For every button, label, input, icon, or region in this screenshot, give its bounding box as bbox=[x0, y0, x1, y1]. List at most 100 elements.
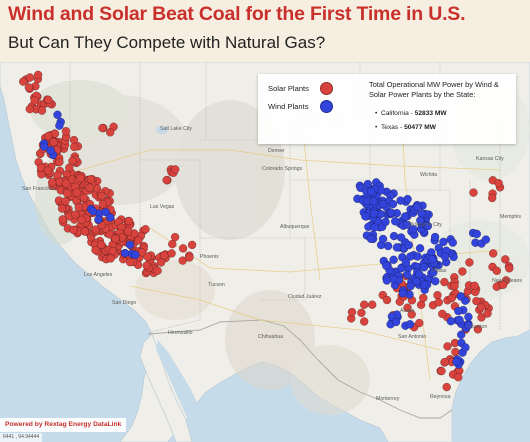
solar-plant-marker[interactable] bbox=[473, 325, 483, 334]
solar-plant-marker[interactable] bbox=[167, 249, 176, 258]
solar-plant-marker[interactable] bbox=[437, 366, 446, 376]
wind-plant-marker[interactable] bbox=[88, 207, 98, 216]
solar-plant-marker[interactable] bbox=[403, 303, 412, 312]
wind-plant-marker[interactable] bbox=[396, 233, 406, 242]
wind-plant-marker[interactable] bbox=[39, 142, 49, 151]
solar-plant-marker[interactable] bbox=[72, 188, 81, 197]
solar-plant-marker[interactable] bbox=[458, 267, 467, 276]
solar-plant-marker[interactable] bbox=[111, 234, 120, 244]
wind-plant-marker[interactable] bbox=[409, 224, 418, 234]
solar-plant-marker[interactable] bbox=[44, 95, 53, 105]
wind-plant-marker[interactable] bbox=[389, 255, 398, 265]
solar-plant-marker[interactable] bbox=[187, 240, 197, 250]
solar-plant-marker[interactable] bbox=[91, 245, 100, 255]
solar-plant-marker[interactable] bbox=[168, 239, 177, 249]
wind-plant-marker[interactable] bbox=[383, 241, 393, 251]
solar-plant-marker[interactable] bbox=[69, 225, 78, 235]
wind-plant-marker[interactable] bbox=[398, 289, 408, 298]
wind-plant-marker[interactable] bbox=[366, 187, 376, 196]
solar-plant-marker[interactable] bbox=[498, 280, 508, 290]
solar-plant-marker[interactable] bbox=[357, 308, 366, 318]
wind-plant-marker[interactable] bbox=[404, 240, 414, 250]
solar-plant-marker[interactable] bbox=[170, 165, 180, 174]
solar-plant-marker[interactable] bbox=[24, 83, 34, 92]
solar-plant-marker[interactable] bbox=[359, 300, 369, 309]
solar-plant-marker[interactable] bbox=[382, 295, 392, 305]
solar-plant-marker[interactable] bbox=[134, 236, 143, 245]
solar-plant-marker[interactable] bbox=[433, 290, 442, 300]
wind-plant-marker[interactable] bbox=[392, 243, 402, 252]
solar-plant-marker[interactable] bbox=[488, 249, 498, 258]
solar-plant-marker[interactable] bbox=[25, 73, 35, 82]
solar-plant-marker[interactable] bbox=[18, 77, 28, 86]
solar-plant-marker[interactable] bbox=[505, 264, 514, 273]
wind-plant-marker[interactable] bbox=[387, 312, 397, 321]
solar-plant-marker[interactable] bbox=[178, 256, 187, 265]
solar-plant-marker[interactable] bbox=[49, 137, 58, 147]
wind-plant-marker[interactable] bbox=[363, 179, 373, 189]
wind-plant-marker[interactable] bbox=[448, 238, 458, 247]
wind-plant-marker[interactable] bbox=[452, 357, 461, 367]
wind-plant-marker[interactable] bbox=[412, 277, 421, 286]
wind-plant-marker[interactable] bbox=[125, 240, 135, 249]
solar-plant-marker[interactable] bbox=[43, 131, 53, 141]
solar-plant-marker[interactable] bbox=[442, 382, 451, 392]
solar-plant-marker[interactable] bbox=[71, 210, 80, 219]
solar-plant-marker[interactable] bbox=[62, 189, 72, 198]
wind-plant-marker[interactable] bbox=[413, 252, 422, 261]
wind-plant-marker[interactable] bbox=[431, 276, 440, 286]
wind-plant-marker[interactable] bbox=[415, 244, 425, 253]
wind-plant-marker[interactable] bbox=[456, 330, 466, 339]
wind-plant-marker[interactable] bbox=[46, 146, 55, 155]
solar-plant-marker[interactable] bbox=[33, 70, 43, 80]
solar-plant-marker[interactable] bbox=[70, 142, 79, 152]
solar-plant-marker[interactable] bbox=[487, 193, 497, 203]
solar-plant-marker[interactable] bbox=[347, 307, 357, 317]
solar-plant-marker[interactable] bbox=[25, 104, 35, 114]
wind-plant-marker[interactable] bbox=[416, 216, 425, 225]
wind-plant-marker[interactable] bbox=[401, 258, 411, 267]
solar-plant-marker[interactable] bbox=[43, 166, 53, 175]
solar-plant-marker[interactable] bbox=[153, 266, 162, 275]
solar-plant-marker[interactable] bbox=[37, 106, 47, 115]
solar-plant-marker[interactable] bbox=[185, 253, 194, 262]
wind-plant-marker[interactable] bbox=[414, 269, 424, 279]
solar-plant-marker[interactable] bbox=[160, 251, 169, 260]
solar-plant-marker[interactable] bbox=[469, 188, 478, 197]
wind-plant-marker[interactable] bbox=[405, 320, 415, 329]
solar-plant-marker[interactable] bbox=[76, 173, 85, 183]
solar-plant-marker[interactable] bbox=[142, 261, 151, 270]
wind-plant-marker[interactable] bbox=[472, 229, 482, 239]
wind-plant-marker[interactable] bbox=[381, 217, 390, 227]
solar-plant-marker[interactable] bbox=[494, 178, 503, 188]
solar-plant-marker[interactable] bbox=[97, 191, 106, 201]
solar-plant-marker[interactable] bbox=[98, 199, 108, 209]
wind-plant-marker[interactable] bbox=[419, 280, 429, 290]
solar-plant-marker[interactable] bbox=[359, 317, 369, 326]
solar-plant-marker[interactable] bbox=[170, 232, 180, 242]
solar-plant-marker[interactable] bbox=[483, 309, 492, 318]
wind-plant-marker[interactable] bbox=[131, 250, 140, 260]
solar-plant-marker[interactable] bbox=[407, 310, 416, 319]
wind-plant-marker[interactable] bbox=[378, 234, 388, 244]
solar-plant-marker[interactable] bbox=[447, 293, 456, 303]
solar-plant-marker[interactable] bbox=[451, 347, 460, 357]
data-credit[interactable]: Powered by Rextag Energy DataLink bbox=[0, 418, 127, 432]
wind-plant-marker[interactable] bbox=[366, 234, 376, 244]
wind-plant-marker[interactable] bbox=[106, 213, 115, 222]
wind-plant-marker[interactable] bbox=[391, 317, 401, 327]
solar-plant-marker[interactable] bbox=[61, 179, 71, 188]
solar-plant-marker[interactable] bbox=[77, 215, 86, 225]
wind-plant-marker[interactable] bbox=[406, 281, 415, 291]
solar-plant-marker[interactable] bbox=[61, 126, 71, 136]
wind-plant-marker[interactable] bbox=[429, 268, 438, 277]
solar-plant-marker[interactable] bbox=[443, 342, 452, 351]
solar-plant-marker[interactable] bbox=[55, 157, 64, 167]
solar-plant-marker[interactable] bbox=[74, 203, 84, 212]
solar-plant-marker[interactable] bbox=[98, 123, 107, 133]
solar-plant-marker[interactable] bbox=[162, 175, 171, 185]
solar-plant-marker[interactable] bbox=[105, 128, 115, 137]
wind-plant-marker[interactable] bbox=[430, 232, 440, 242]
wind-plant-marker[interactable] bbox=[361, 212, 370, 221]
wind-plant-marker[interactable] bbox=[120, 248, 130, 258]
